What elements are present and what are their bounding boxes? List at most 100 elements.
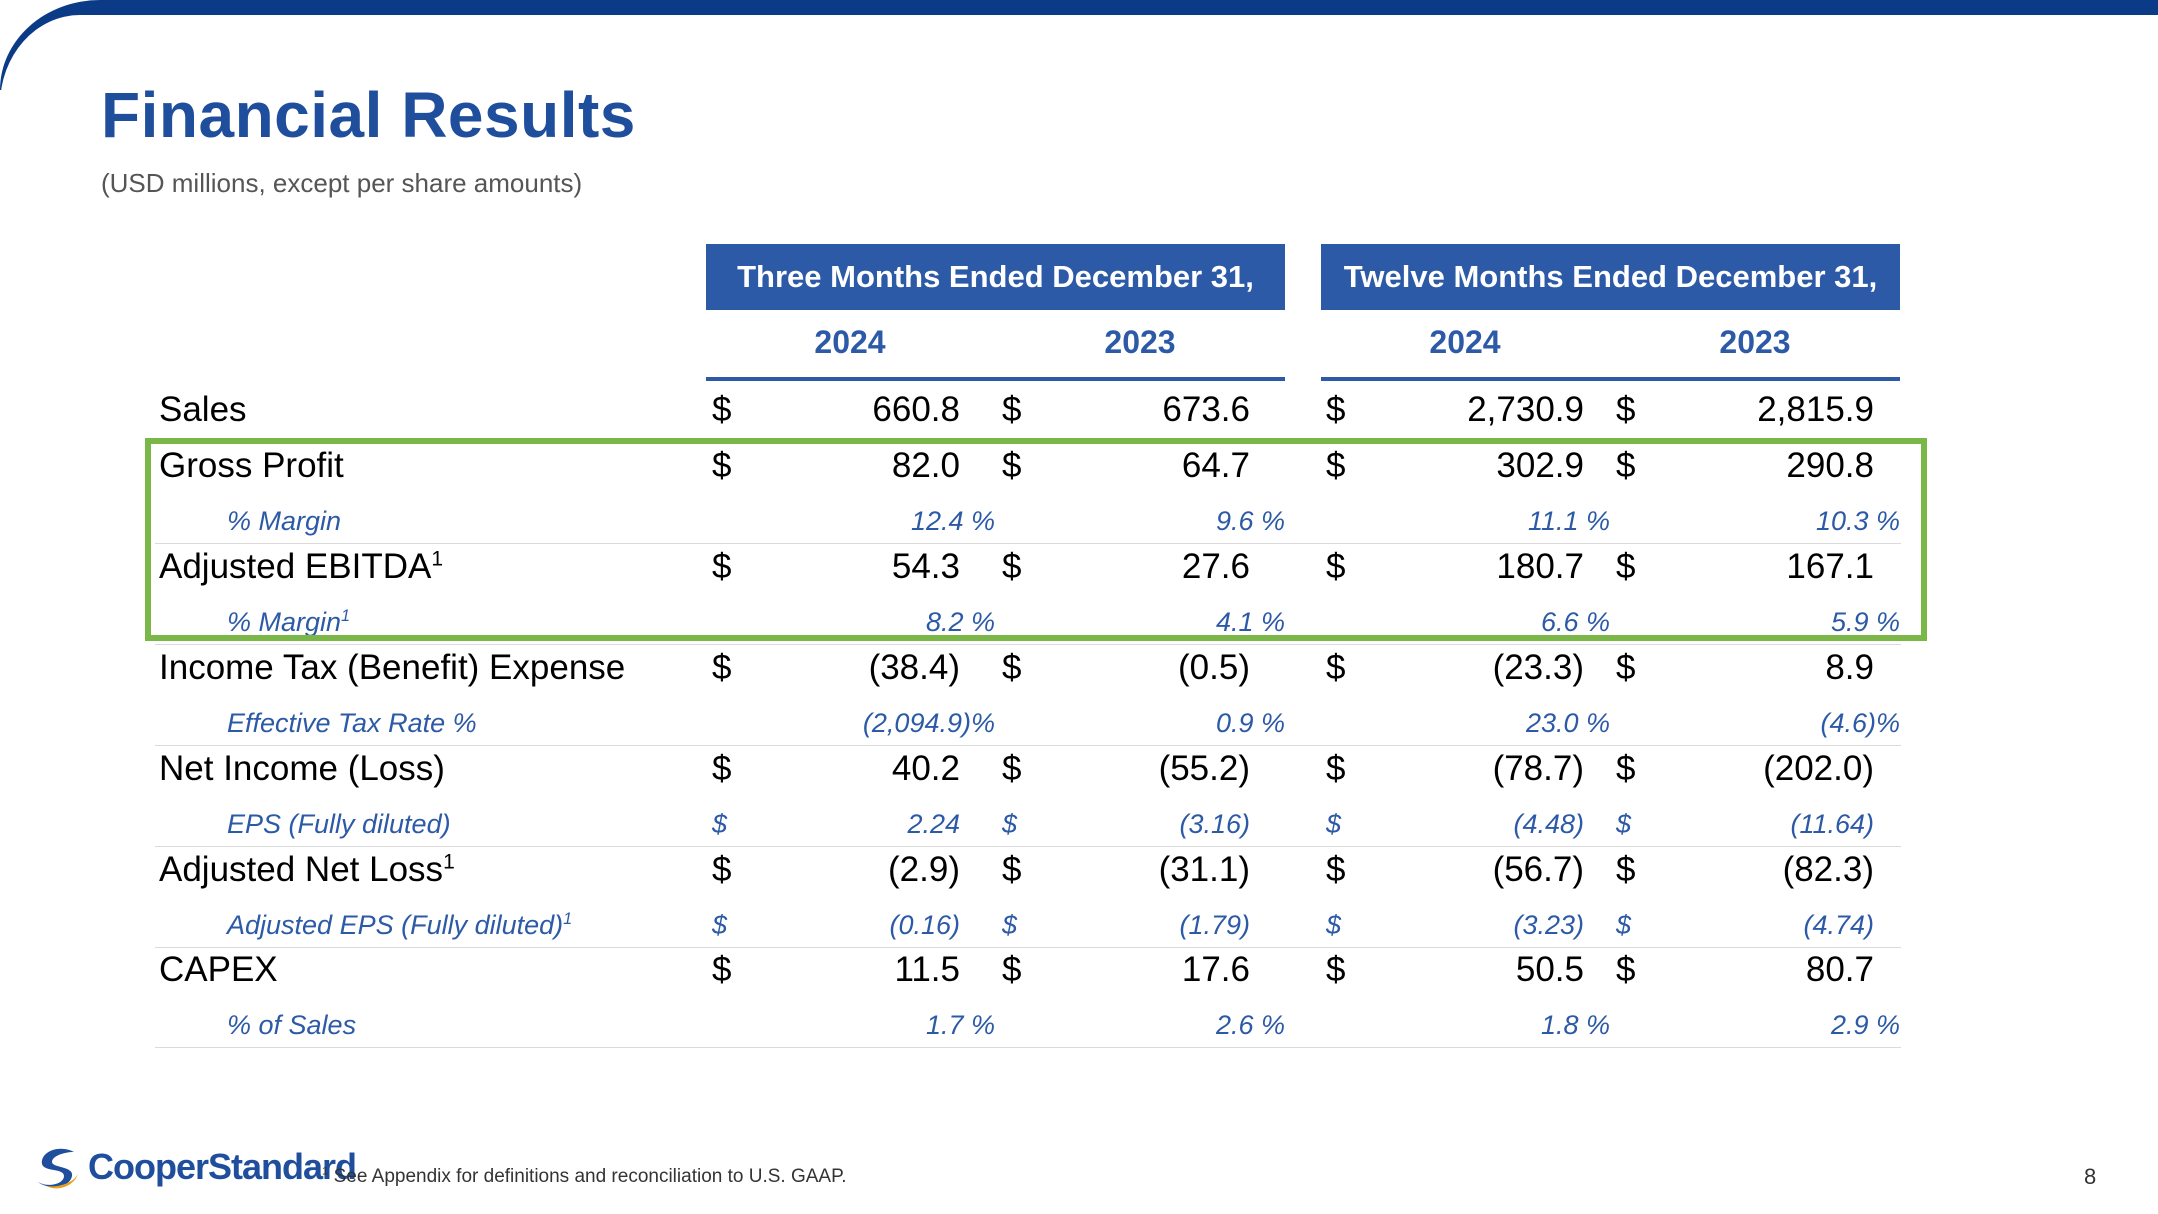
sub-value-cell: 1.7 % [925, 1010, 995, 1040]
value-cell: 2,815.9 [1757, 390, 1874, 429]
currency-symbol: $ [1616, 446, 1636, 485]
value-cell: 8.9 [1825, 648, 1874, 687]
value-cell: 17.6 [1181, 950, 1250, 989]
currency-symbol: $ [712, 390, 732, 429]
currency-symbol: $ [1002, 749, 1022, 788]
currency-symbol: $ [712, 648, 732, 687]
value-cell: (38.4) [868, 648, 960, 687]
row-label: Gross Profit [159, 446, 344, 485]
value-cell: 50.5 [1515, 950, 1584, 989]
row-label: Adjusted Net Loss1 [159, 850, 455, 889]
currency-symbol: $ [712, 950, 732, 989]
value-cell: 660.8 [872, 390, 960, 429]
value-cell: (82.3) [1782, 850, 1874, 889]
currency-symbol: $ [712, 547, 732, 586]
sub-row-label: Adjusted EPS (Fully diluted)1 [227, 910, 573, 940]
sub-value-cell: 1.8 % [1540, 1010, 1610, 1040]
value-cell: (55.2) [1158, 749, 1250, 788]
currency-symbol: $ [1002, 547, 1022, 586]
highlight-box [145, 438, 1927, 641]
value-cell: 673.6 [1162, 390, 1250, 429]
row-label: Income Tax (Benefit) Expense [159, 648, 626, 687]
year-header-q-2024: 2024 [814, 324, 886, 360]
sub-value-cell: (2,094.9)% [862, 708, 995, 738]
sub-value-cell: 2.6 % [1215, 1010, 1285, 1040]
period-header-twelve-months: Twelve Months Ended December 31, [1321, 244, 1900, 310]
sub-currency-symbol: $ [1002, 809, 1018, 839]
row-separator [155, 543, 1901, 544]
sub-value-cell: (0.16) [889, 910, 960, 940]
sub-value-cell: 9.6 % [1215, 506, 1285, 536]
sub-currency-symbol: $ [1616, 910, 1632, 940]
currency-symbol: $ [1002, 950, 1022, 989]
currency-symbol: $ [1326, 950, 1346, 989]
currency-symbol: $ [1616, 950, 1636, 989]
value-cell: (0.5) [1178, 648, 1250, 687]
sub-currency-symbol: $ [712, 809, 728, 839]
row-separator [155, 745, 1901, 746]
footnote-marker: 1 [322, 1165, 329, 1178]
currency-symbol: $ [1616, 749, 1636, 788]
year-header-q-2023: 2023 [1104, 324, 1176, 360]
currency-symbol: $ [712, 749, 732, 788]
row-separator [155, 644, 1901, 645]
value-cell: 27.6 [1181, 547, 1250, 586]
value-cell: 40.2 [891, 749, 960, 788]
value-cell: 180.7 [1496, 547, 1584, 586]
currency-symbol: $ [1326, 446, 1346, 485]
sub-value-cell: (11.64) [1790, 809, 1874, 839]
value-cell: 290.8 [1786, 446, 1874, 485]
header-rule-twelve-months [1321, 377, 1900, 381]
sub-currency-symbol: $ [1002, 910, 1018, 940]
row-separator [155, 846, 1901, 847]
value-cell: 82.0 [891, 446, 960, 485]
sub-row-label: % Margin [227, 506, 342, 536]
sub-value-cell: 23.0 % [1525, 708, 1610, 738]
sub-value-cell: (3.23) [1513, 910, 1584, 940]
row-label: CAPEX [159, 950, 278, 989]
year-header-fy-2023: 2023 [1719, 324, 1791, 360]
company-logo: CooperStandard [34, 1142, 357, 1192]
sub-value-cell: 2.9 % [1830, 1010, 1900, 1040]
value-cell: (23.3) [1492, 648, 1584, 687]
sub-row-label: Effective Tax Rate % [227, 708, 477, 738]
sub-currency-symbol: $ [1326, 809, 1342, 839]
row-label: Net Income (Loss) [159, 749, 445, 788]
sub-value-cell: (4.48) [1513, 809, 1584, 839]
value-cell: 54.3 [891, 547, 960, 586]
currency-symbol: $ [1326, 390, 1346, 429]
value-cell: 11.5 [894, 950, 960, 989]
sub-value-cell: 6.6 % [1540, 607, 1610, 637]
currency-symbol: $ [712, 850, 732, 889]
sub-value-cell: (4.74) [1803, 910, 1874, 940]
value-cell: (31.1) [1158, 850, 1250, 889]
sub-currency-symbol: $ [712, 910, 728, 940]
row-label: Sales [159, 390, 247, 429]
sub-value-cell: (1.79) [1179, 910, 1250, 940]
currency-symbol: $ [1326, 850, 1346, 889]
value-cell: (78.7) [1492, 749, 1584, 788]
sub-value-cell: 12.4 % [910, 506, 995, 536]
sub-currency-symbol: $ [1616, 809, 1632, 839]
sub-value-cell: 5.9 % [1830, 607, 1900, 637]
sub-value-cell: 10.3 % [1815, 506, 1900, 536]
currency-symbol: $ [1326, 547, 1346, 586]
sub-value-cell: 4.1 % [1215, 607, 1285, 637]
sub-value-cell: 8.2 % [925, 607, 995, 637]
sub-row-label: EPS (Fully diluted) [227, 809, 451, 839]
currency-symbol: $ [1002, 390, 1022, 429]
value-cell: 64.7 [1181, 446, 1250, 485]
row-separator [155, 1047, 1901, 1048]
footnote-text: See Appendix for definitions and reconci… [333, 1166, 847, 1187]
sub-value-cell: (4.6)% [1820, 708, 1900, 738]
sub-value-cell: 11.1 % [1527, 506, 1610, 536]
row-separator [155, 947, 1901, 948]
currency-symbol: $ [1616, 547, 1636, 586]
currency-symbol: $ [1002, 850, 1022, 889]
value-cell: 2,730.9 [1467, 390, 1584, 429]
value-cell: (56.7) [1492, 850, 1584, 889]
sub-row-label: % Margin1 [227, 607, 351, 637]
header-rule-three-months [706, 377, 1285, 381]
currency-symbol: $ [1616, 390, 1636, 429]
sub-row-label: % of Sales [227, 1010, 357, 1040]
